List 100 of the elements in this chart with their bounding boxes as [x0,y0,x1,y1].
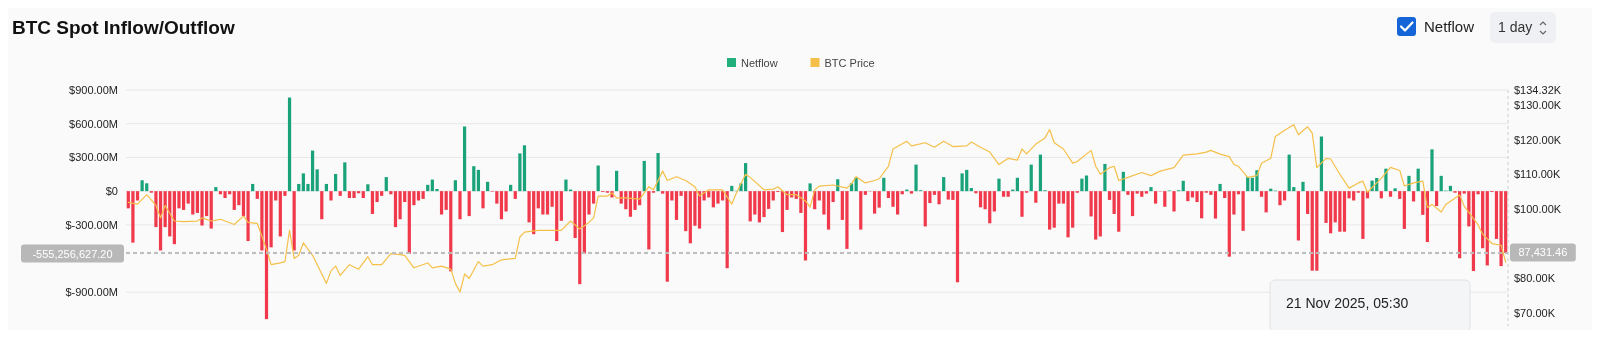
bar [287,97,292,192]
bar [1140,191,1144,197]
bar [674,191,679,220]
bar [453,180,457,192]
bar [1264,191,1268,213]
bar [1421,191,1425,215]
bar [1306,191,1310,214]
bar [467,191,471,217]
bar [1103,163,1107,192]
bar [615,170,619,192]
bar [1361,191,1365,239]
bar [522,145,527,192]
bar [384,177,388,192]
ref-line-label: 87,431.46 [1518,246,1568,259]
bar [988,191,992,224]
bar [642,160,646,192]
bar [472,166,476,192]
bar [1342,191,1347,232]
bar [1163,191,1167,207]
bar [1066,191,1070,238]
bar [1301,181,1305,192]
line-series [127,124,1507,293]
bar [863,191,867,195]
y-tick-label: $-300.00M [65,218,118,231]
bar [509,184,513,192]
bar [1001,191,1006,197]
bar [1172,191,1176,212]
bar [1434,191,1439,207]
bar [808,183,812,192]
bar [495,191,499,204]
bar [338,191,342,196]
y-tick-label: $300.00M [69,151,118,164]
y2-tick-label: $100.00K [1514,202,1562,215]
bar [1006,191,1010,197]
bar [421,191,425,199]
y2-tick-label: $120.00K [1514,133,1562,146]
bar [324,183,328,192]
legend-label: Netflow [741,56,778,69]
bar [426,184,430,192]
bar [1223,191,1227,198]
text: Netflow [1424,18,1475,35]
bar [978,191,983,208]
bar [1190,191,1195,198]
bar [251,183,255,192]
bar [859,191,863,230]
y2-tick-label: $130.00K [1514,98,1562,111]
bar [596,165,600,192]
bar [1107,191,1112,200]
bar [559,191,563,221]
bar [909,191,914,194]
bar [1499,191,1503,267]
bar [366,184,370,192]
bar [191,191,195,215]
y-tick-label: $600.00M [69,117,118,130]
bar [320,191,324,220]
bar [333,173,338,192]
bar [969,188,973,192]
bar [370,191,375,214]
bar [393,191,398,228]
bar [923,191,927,227]
bar [1439,175,1443,192]
y2-tick-label: $134.32K [1514,84,1562,96]
bar [315,169,319,192]
chart-title: BTC Spot Inflow/Outflow [12,17,235,38]
bar [209,191,213,229]
bar [310,150,315,192]
bar [1130,191,1135,217]
bar [1310,191,1314,271]
y-tick-label: $0 [105,185,118,198]
bar [872,191,877,214]
bar [960,173,964,192]
bar [1338,191,1342,232]
bar [181,191,186,210]
bar [1296,191,1300,241]
bar [1048,191,1052,230]
bar [992,191,996,212]
bar [697,191,702,229]
bar [481,191,485,209]
bar [578,191,582,285]
y2-tick-label: $110.00K [1514,168,1561,181]
bar [826,191,831,230]
bar [518,153,522,192]
bar [762,191,766,218]
bar [1015,177,1019,192]
ref-line-label: -555,256,627.20 [32,247,113,260]
bar [1084,175,1089,192]
bar [707,191,711,198]
bar [1402,191,1406,229]
y-tick-label: $-900.00M [65,286,118,299]
bar [1117,191,1121,232]
bar [545,191,550,215]
bar [1135,191,1139,194]
bar [1186,191,1190,202]
bar [200,191,204,226]
bar [416,191,421,201]
bar [246,191,250,242]
bar [1393,188,1397,192]
bar [647,191,651,250]
bar [1282,191,1287,201]
bar [997,178,1001,192]
